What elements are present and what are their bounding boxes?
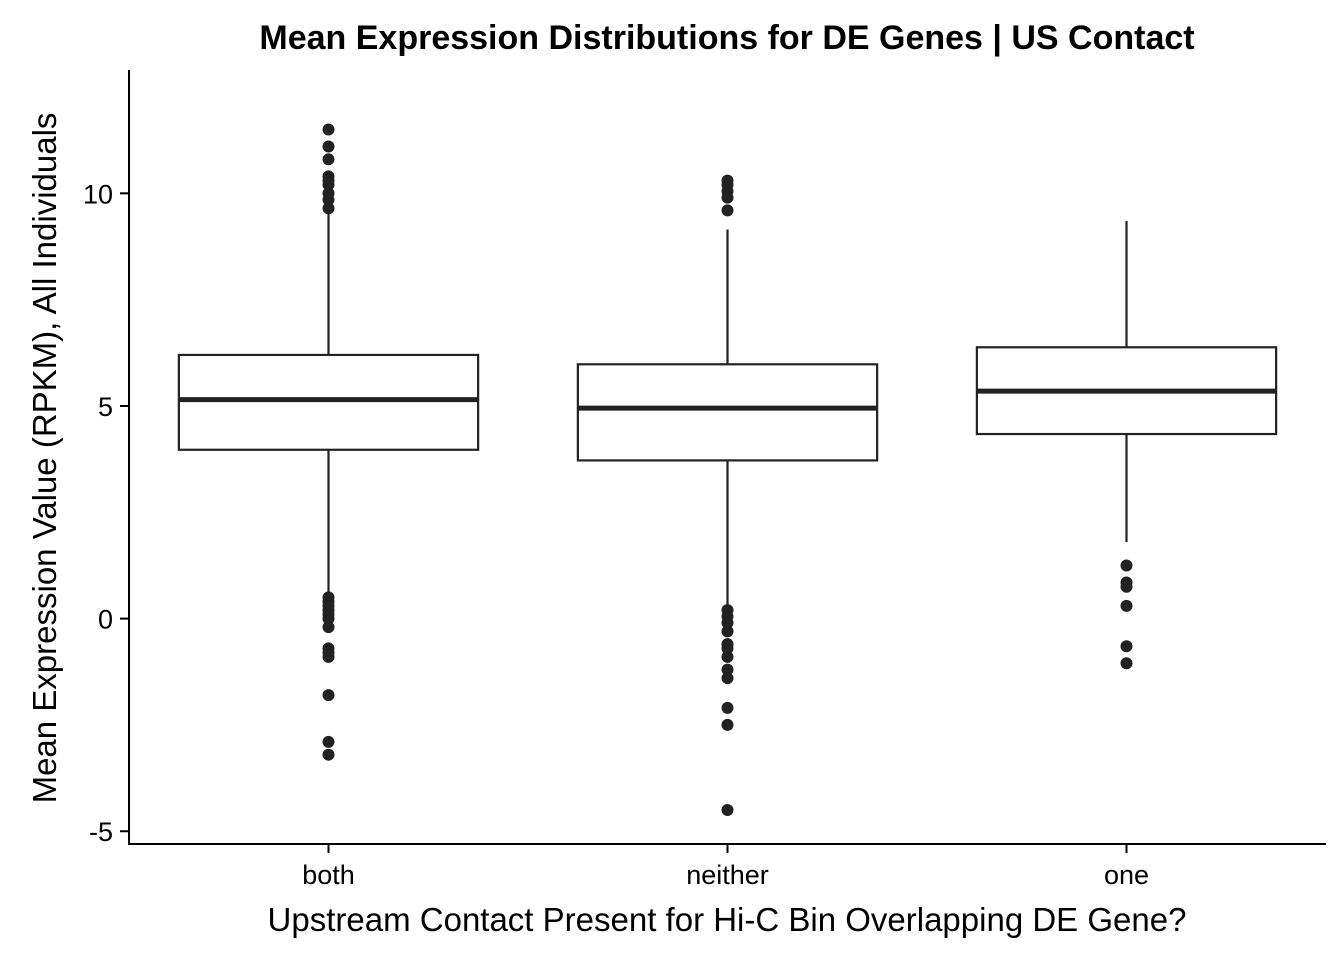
chart-title: Mean Expression Distributions for DE Gen… — [259, 19, 1194, 57]
y-axis-label: Mean Expression Value (RPKM), All Indivi… — [26, 113, 63, 804]
y-tick-label: 0 — [98, 605, 113, 635]
outlier-point — [721, 672, 734, 685]
outlier-point — [721, 616, 734, 629]
interquartile-box — [177, 353, 480, 451]
x-tick-label: both — [302, 860, 355, 890]
outlier-point — [721, 642, 734, 655]
outlier-point — [322, 178, 335, 191]
box-series — [177, 123, 1278, 816]
outlier-point — [721, 718, 734, 731]
y-tick-label: 5 — [98, 392, 113, 422]
x-tick-label: neither — [686, 860, 769, 890]
outlier-point — [721, 803, 734, 816]
outlier-point — [721, 701, 734, 714]
box-neither — [576, 174, 879, 816]
outlier-point — [721, 663, 734, 676]
interquartile-box — [576, 363, 879, 462]
outlier-point — [322, 650, 335, 663]
y-tick-label: -5 — [89, 817, 113, 847]
x-axis-ticks: both neither one — [302, 844, 1149, 890]
outlier-point — [322, 193, 335, 206]
outlier-point — [721, 650, 734, 663]
box-both — [177, 123, 480, 761]
outlier-point — [1120, 599, 1133, 612]
outlier-point — [721, 191, 734, 204]
outlier-point — [1120, 657, 1133, 670]
outlier-point — [322, 153, 335, 166]
y-tick-label: 10 — [83, 179, 113, 209]
outlier-point — [721, 204, 734, 217]
outlier-point — [322, 202, 335, 215]
outlier-point — [322, 689, 335, 702]
outlier-point — [322, 123, 335, 136]
outlier-point — [1120, 640, 1133, 653]
y-axis-ticks: -5 0 5 10 — [83, 179, 129, 847]
box-one — [975, 220, 1278, 670]
x-tick-label: one — [1104, 860, 1149, 890]
outlier-point — [721, 625, 734, 638]
outlier-point — [322, 748, 335, 761]
outlier-point — [322, 140, 335, 153]
x-axis-label: Upstream Contact Present for Hi-C Bin Ov… — [268, 901, 1187, 938]
outlier-point — [1120, 580, 1133, 593]
outlier-point — [322, 621, 335, 634]
outlier-point — [1120, 559, 1133, 572]
outlier-point — [322, 612, 335, 625]
outlier-point — [322, 735, 335, 748]
